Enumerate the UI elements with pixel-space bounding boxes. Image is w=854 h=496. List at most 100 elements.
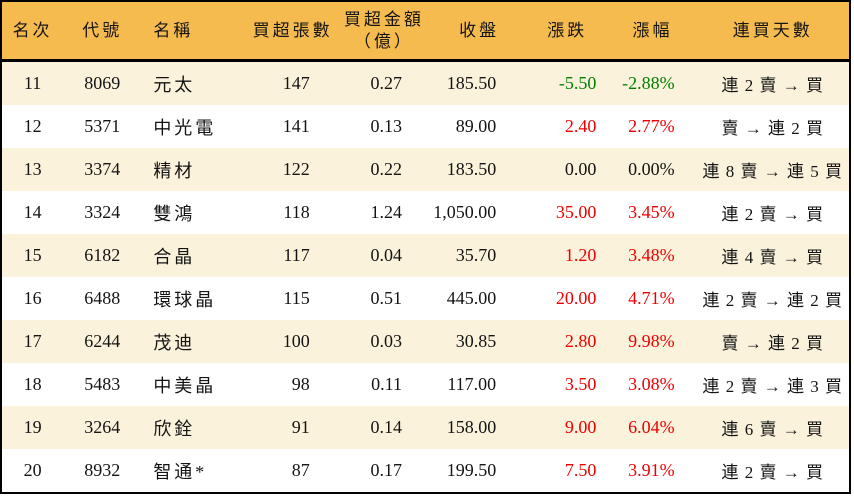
code-cell: 5483	[84, 374, 121, 394]
close-cell: 158.00	[446, 417, 497, 437]
change-pct-cell: 9.98%	[628, 331, 675, 351]
amount-cell: 0.03	[370, 331, 402, 351]
volume-cell: 118	[283, 202, 310, 222]
name-cell: 中光電	[153, 117, 217, 138]
name-cell: 欣銓	[153, 418, 196, 439]
streak-cell: 連 6 賣 → 買	[721, 420, 825, 439]
rank-cell: 14	[23, 202, 42, 222]
change-cell: -5.50	[558, 73, 597, 93]
change-cell: 1.20	[564, 245, 597, 265]
code-cell: 3324	[84, 202, 121, 222]
rank-cell: 15	[23, 245, 42, 265]
code-cell: 5371	[84, 116, 121, 136]
code-cell: 6182	[84, 245, 121, 265]
rank-cell: 18	[23, 374, 42, 394]
close-cell: 1,050.00	[433, 202, 497, 222]
volume-cell: 117	[283, 245, 310, 265]
amount-cell: 0.17	[370, 460, 402, 480]
change-cell: 3.50	[564, 374, 597, 394]
change-cell: 7.50	[564, 460, 597, 480]
code-cell: 3264	[84, 417, 121, 437]
change-pct-cell: 3.91%	[628, 460, 675, 480]
amount-cell: 0.22	[370, 159, 402, 179]
code-cell: 8932	[84, 460, 121, 480]
streak-cell: 連 2 賣 → 連 2 買	[702, 291, 844, 310]
col-header-close: 收盤	[431, 1, 527, 62]
rank-cell: 16	[23, 288, 42, 308]
streak-cell: 連 8 賣 → 連 5 買	[702, 162, 844, 181]
rank-cell: 19	[23, 417, 42, 437]
rank-cell: 17	[23, 331, 42, 351]
col-header-amount-line2: （億）	[353, 31, 414, 51]
table-row: 11 8069 元太 147 0.27 185.50 -5.50 -2.88% …	[1, 60, 850, 105]
rank-cell: 12	[23, 116, 42, 136]
close-cell: 183.50	[446, 159, 497, 179]
rank-cell: 20	[23, 460, 42, 480]
volume-cell: 87	[291, 460, 310, 480]
amount-cell: 0.04	[370, 245, 402, 265]
change-pct-cell: 4.71%	[628, 288, 675, 308]
close-cell: 30.85	[455, 331, 497, 351]
volume-cell: 100	[282, 331, 310, 351]
col-header-change: 漲跌	[526, 1, 609, 62]
name-cell: 精材	[153, 160, 196, 181]
table-body: 11 8069 元太 147 0.27 185.50 -5.50 -2.88% …	[1, 60, 850, 493]
change-pct-cell: 0.00%	[628, 159, 675, 179]
streak-cell: 賣 → 連 2 買	[721, 119, 825, 138]
table-row: 17 6244 茂迪 100 0.03 30.85 2.80 9.98% 賣 →…	[1, 320, 850, 363]
name-cell: 合晶	[153, 246, 196, 267]
col-header-code: 代號	[63, 1, 142, 62]
change-pct-cell: 3.08%	[628, 374, 675, 394]
change-cell: 9.00	[564, 417, 597, 437]
close-cell: 185.50	[446, 73, 497, 93]
table-row: 20 8932 智通* 87 0.17 199.50 7.50 3.91% 連 …	[1, 449, 850, 493]
change-cell: 2.80	[564, 331, 597, 351]
rank-cell: 13	[23, 159, 42, 179]
volume-cell: 141	[282, 116, 310, 136]
amount-cell: 0.11	[371, 374, 402, 394]
streak-cell: 連 2 賣 → 買	[721, 76, 825, 95]
volume-cell: 122	[282, 159, 310, 179]
table-row: 18 5483 中美晶 98 0.11 117.00 3.50 3.08% 連 …	[1, 363, 850, 406]
streak-cell: 連 2 賣 → 買	[721, 205, 825, 224]
volume-cell: 91	[291, 417, 310, 437]
change-cell: 2.40	[564, 116, 597, 136]
close-cell: 117.00	[447, 374, 497, 394]
col-header-streak: 連買天數	[696, 1, 850, 62]
streak-cell: 連 2 賣 → 買	[721, 463, 825, 482]
table-row: 12 5371 中光電 141 0.13 89.00 2.40 2.77% 賣 …	[1, 105, 850, 148]
change-pct-cell: -2.88%	[622, 73, 675, 93]
amount-cell: 0.14	[370, 417, 402, 437]
col-header-change-pct: 漲幅	[608, 1, 697, 62]
table-row: 13 3374 精材 122 0.22 183.50 0.00 0.00% 連 …	[1, 148, 850, 191]
change-pct-cell: 2.77%	[628, 116, 675, 136]
change-pct-cell: 3.48%	[628, 245, 675, 265]
name-cell: 智通*	[153, 461, 208, 482]
table-row: 16 6488 環球晶 115 0.51 445.00 20.00 4.71% …	[1, 277, 850, 320]
code-cell: 8069	[84, 73, 121, 93]
close-cell: 35.70	[455, 245, 497, 265]
change-cell: 35.00	[555, 202, 597, 222]
name-cell: 中美晶	[153, 375, 217, 396]
close-cell: 445.00	[446, 288, 497, 308]
amount-cell: 0.13	[370, 116, 402, 136]
volume-cell: 98	[291, 374, 310, 394]
streak-cell: 賣 → 連 2 買	[721, 334, 825, 353]
change-pct-cell: 3.45%	[628, 202, 675, 222]
table-row: 14 3324 雙鴻 118 1.24 1,050.00 35.00 3.45%…	[1, 191, 850, 234]
code-cell: 3374	[84, 159, 121, 179]
streak-cell: 連 2 賣 → 連 3 買	[702, 377, 844, 396]
header-row: 名次 代號 名稱 買超張數 買超金額 （億） 收盤 漲跌 漲幅 連買天數	[1, 1, 850, 62]
table-header: 名次 代號 名稱 買超張數 買超金額 （億） 收盤 漲跌 漲幅 連買天數	[1, 1, 850, 62]
volume-cell: 147	[282, 73, 310, 93]
col-header-rank: 名次	[1, 1, 64, 62]
col-header-amount: 買超金額 （億）	[335, 1, 432, 62]
amount-cell: 0.27	[370, 73, 402, 93]
col-header-volume: 買超張數	[249, 1, 336, 62]
code-cell: 6488	[84, 288, 121, 308]
change-pct-cell: 6.04%	[628, 417, 675, 437]
streak-cell: 連 4 賣 → 買	[721, 248, 825, 267]
name-cell: 元太	[153, 74, 196, 95]
name-cell: 環球晶	[153, 289, 217, 310]
close-cell: 89.00	[455, 116, 497, 136]
